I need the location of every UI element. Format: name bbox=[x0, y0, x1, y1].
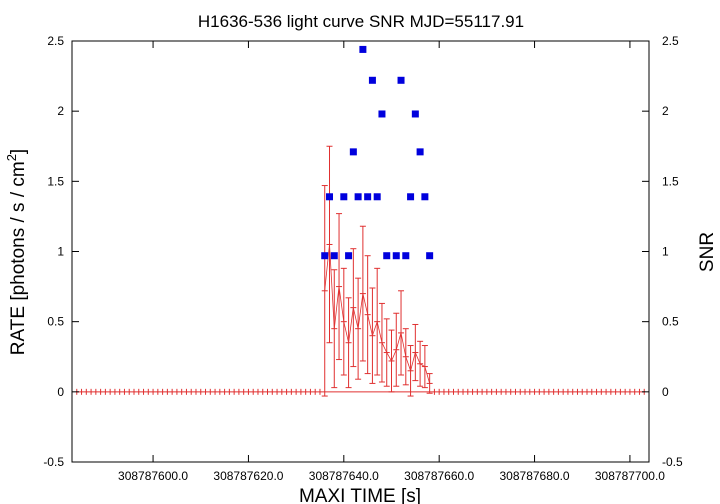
y2-axis-label: SNR bbox=[697, 232, 718, 272]
x-tick-label: 308787620.0 bbox=[213, 469, 283, 483]
x-tick-label: 308787700.0 bbox=[595, 469, 665, 483]
snr-point bbox=[397, 76, 405, 84]
y-axis-label: RATE [photons / s / cm2] bbox=[4, 149, 29, 355]
y-tick-label: 2 bbox=[57, 104, 64, 118]
y2-tick-labels: -0.5 0 0.5 1 1.5 2 2.5 bbox=[662, 34, 683, 469]
snr-point bbox=[364, 193, 372, 201]
chart-title: H1636-536 light curve SNR MJD=55117.91 bbox=[198, 12, 524, 31]
snr-point bbox=[368, 76, 376, 84]
y2-tick-label: 1.5 bbox=[662, 174, 679, 188]
y2-tick-label: 2 bbox=[662, 104, 669, 118]
snr-point bbox=[421, 193, 429, 201]
snr-series bbox=[321, 45, 434, 260]
x-axis-label: MAXI TIME [s] bbox=[299, 486, 421, 504]
axis-ticks bbox=[72, 40, 649, 463]
rate-series bbox=[76, 145, 645, 397]
y2-tick-label: 0 bbox=[662, 385, 669, 399]
y-tick-labels: -0.5 0 0.5 1 1.5 2 2.5 bbox=[43, 34, 64, 469]
snr-point bbox=[402, 252, 410, 260]
snr-point bbox=[411, 110, 419, 118]
snr-point bbox=[407, 193, 415, 201]
y-tick-label: -0.5 bbox=[43, 455, 64, 469]
x-tick-label: 308787600.0 bbox=[118, 469, 188, 483]
snr-point bbox=[321, 252, 329, 260]
snr-point bbox=[349, 148, 357, 156]
snr-point bbox=[345, 252, 353, 260]
snr-point bbox=[378, 110, 386, 118]
snr-point bbox=[416, 148, 424, 156]
snr-point bbox=[383, 252, 391, 260]
y2-tick-label: 1 bbox=[662, 245, 669, 259]
y-tick-label: 2.5 bbox=[47, 34, 64, 48]
x-tick-label: 308787640.0 bbox=[309, 469, 379, 483]
x-tick-label: 308787660.0 bbox=[404, 469, 474, 483]
y2-tick-label: 0.5 bbox=[662, 315, 679, 329]
y-axis-label-main: RATE [photons / s / cm bbox=[8, 161, 29, 355]
x-tick-label: 308787680.0 bbox=[500, 469, 570, 483]
snr-point bbox=[340, 193, 348, 201]
y-tick-label: 1.5 bbox=[47, 174, 64, 188]
snr-point bbox=[354, 193, 362, 201]
y2-tick-label: -0.5 bbox=[662, 455, 683, 469]
y-tick-label: 0.5 bbox=[47, 315, 64, 329]
snr-point bbox=[373, 193, 381, 201]
snr-point bbox=[330, 252, 338, 260]
snr-point bbox=[326, 193, 334, 201]
y-axis-label-close: ] bbox=[8, 149, 29, 154]
plot-frame bbox=[71, 40, 650, 463]
y-tick-label: 1 bbox=[57, 245, 64, 259]
snr-point bbox=[426, 252, 434, 260]
y-tick-label: 0 bbox=[57, 385, 64, 399]
y-axis-label-superscript: 2 bbox=[4, 154, 19, 161]
x-tick-labels: 308787600.0 308787620.0 308787640.0 3087876… bbox=[118, 469, 665, 483]
snr-point bbox=[359, 45, 367, 53]
snr-point bbox=[392, 252, 400, 260]
y2-tick-label: 2.5 bbox=[662, 34, 679, 48]
